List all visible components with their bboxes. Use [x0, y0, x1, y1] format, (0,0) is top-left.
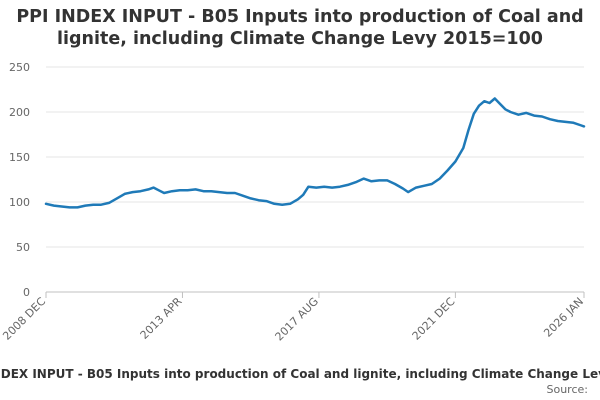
x-tick-label: 2017 AUG [273, 295, 322, 344]
series-line [44, 97, 586, 209]
y-tick-label: 200 [9, 106, 30, 119]
y-tick-label: 250 [9, 61, 30, 74]
axis-layer [45, 291, 585, 298]
series-layer [44, 97, 586, 209]
x-tick-label: 2026 JAN [541, 295, 586, 340]
x-tick-label: 2021 DEC [410, 295, 458, 343]
y-tick-label: 100 [9, 196, 30, 209]
grid-layer [46, 66, 584, 248]
y-tick-label: 150 [9, 151, 30, 164]
chart-legend: PPI INDEX INPUT - B05 Inputs into produc… [0, 367, 600, 383]
x-tick-label: 2008 DEC [0, 295, 48, 343]
y-tick-label: 0 [23, 286, 30, 299]
x-tick-label: 2013 APR [138, 295, 185, 342]
source-label: Source: [546, 383, 589, 396]
y-tick-label: 50 [16, 241, 30, 254]
legend-series-name: PPI INDEX INPUT - B05 Inputs into produc… [0, 367, 600, 381]
chart-title: PPI INDEX INPUT - B05 Inputs into produc… [16, 7, 584, 49]
